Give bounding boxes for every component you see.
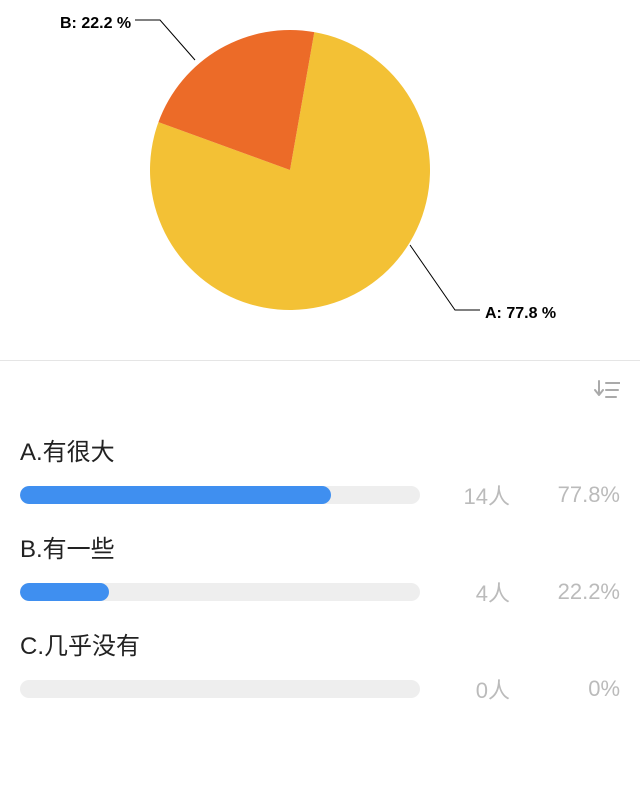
option-b-count: 4人 <box>420 576 510 608</box>
pie-slice-b-label: B: 22.2 % <box>60 15 131 33</box>
option-b-percent: 22.2% <box>510 579 620 605</box>
option-a-label: A.有很大 <box>20 432 620 467</box>
option-c-percent: 0% <box>510 676 620 702</box>
pie-slice-a-label: A: 77.8 % <box>485 305 556 323</box>
option-b-label: B.有一些 <box>20 529 620 564</box>
sort-icon[interactable] <box>594 379 620 406</box>
result-row-c: C.几乎没有 0人 0% <box>20 626 620 705</box>
option-c-count: 0人 <box>420 673 510 705</box>
option-c-bar <box>20 680 420 698</box>
option-a-bar <box>20 486 420 504</box>
option-b-bar-fill <box>20 583 109 601</box>
results-list: A.有很大 14人 77.8% B.有一些 4人 22.2% C.几乎没有 0人… <box>0 432 640 725</box>
option-a-percent: 77.8% <box>510 482 620 508</box>
option-c-label: C.几乎没有 <box>20 626 620 661</box>
option-b-bar <box>20 583 420 601</box>
pie-chart: A: 77.8 % B: 22.2 % <box>0 0 640 360</box>
result-row-b: B.有一些 4人 22.2% <box>20 529 620 608</box>
option-a-bar-fill <box>20 486 331 504</box>
result-row-a: A.有很大 14人 77.8% <box>20 432 620 511</box>
option-a-count: 14人 <box>420 479 510 511</box>
